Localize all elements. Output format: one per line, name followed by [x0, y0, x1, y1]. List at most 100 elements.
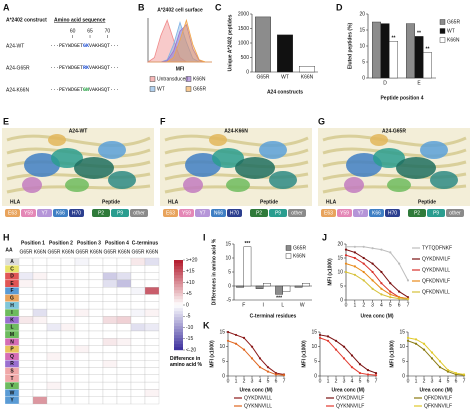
heat-cell [116, 352, 132, 361]
heat-cell [74, 396, 90, 405]
residue-chip [369, 209, 384, 217]
heat-cell [144, 374, 160, 383]
residue-label: H70 [388, 210, 397, 216]
heat-cell [88, 257, 104, 266]
heat-cell [46, 272, 62, 281]
bar [302, 283, 310, 287]
heat-cell [18, 279, 34, 288]
heat-cell [88, 265, 104, 273]
residue-chip [92, 209, 110, 217]
colorbar-segment [174, 317, 183, 321]
point [362, 270, 365, 274]
point [326, 339, 330, 342]
y-tick-label: 10 [337, 269, 343, 275]
heat-cell [102, 396, 118, 405]
point [374, 371, 378, 375]
point [389, 251, 392, 254]
y-tick-label: 5 [228, 269, 231, 275]
colorbar-segment [174, 332, 183, 336]
heat-cell [60, 338, 76, 346]
x-tick-label: D [383, 80, 387, 86]
heat-cell [32, 301, 48, 310]
heat-cell [46, 265, 62, 273]
row-label: N [10, 339, 14, 345]
legend-swatch [439, 19, 446, 25]
heat-cell [144, 345, 160, 354]
column-label: G65R [103, 249, 116, 255]
residue-label: Y7 [199, 210, 205, 216]
row-label: Y [10, 398, 14, 404]
peptide-cluster [22, 177, 42, 193]
heat-cell [130, 345, 146, 354]
heat-cell [32, 352, 48, 361]
peptide-label: Peptide [102, 199, 120, 205]
point [334, 348, 338, 351]
point [350, 366, 354, 369]
y-tick-label: 10 [399, 344, 405, 350]
line [319, 337, 377, 376]
heat-cell [144, 330, 160, 339]
legend-label: G65R [293, 245, 306, 251]
peptide-label: Peptide [418, 199, 436, 205]
heat-cell [144, 294, 160, 302]
bar [255, 16, 271, 73]
panel-label: C [215, 2, 222, 12]
point [242, 336, 246, 339]
peptide-cluster [269, 171, 297, 189]
residue-label: K66 [56, 210, 65, 216]
residue-label: H70 [72, 210, 81, 216]
row-label: G [10, 295, 14, 301]
heat-cell [130, 257, 146, 266]
column-label: K66N [146, 249, 159, 255]
residue-chip [385, 209, 400, 217]
colorbar-segment [174, 260, 183, 264]
significance: ** [426, 47, 430, 53]
colorbar-tick-label: +15 [186, 269, 195, 275]
construct-name: A24-K66N [6, 87, 29, 93]
residue-chip [21, 209, 36, 217]
column-label: K66N [62, 249, 75, 255]
heat-cell [46, 381, 62, 390]
heat-cell [102, 374, 118, 383]
heat-cell [102, 381, 118, 390]
heat-cell [88, 287, 104, 295]
heat-cell [32, 308, 48, 317]
x-tick-label: 6 [455, 378, 458, 384]
x-axis-label: Urea conc (M) [360, 313, 393, 319]
heat-cell [88, 374, 104, 383]
heat-cell [130, 272, 146, 281]
heat-cell [102, 330, 118, 339]
heat-cell [74, 381, 90, 390]
heat-cell [102, 323, 118, 332]
heat-cell [144, 308, 160, 317]
position-number: 65 [87, 28, 93, 34]
point [406, 298, 410, 301]
point [438, 366, 442, 369]
axis [227, 332, 284, 377]
heat-cell [116, 265, 132, 273]
heat-cell [88, 381, 104, 390]
point [226, 339, 230, 342]
y-axis-label: Differences in amino acid % [211, 238, 217, 305]
point [250, 345, 254, 348]
panel-label: A [3, 2, 10, 12]
peptide-cluster [373, 148, 405, 168]
heat-cell [46, 279, 62, 288]
bar [243, 246, 252, 287]
heat-cell [74, 257, 90, 266]
heat-cell [144, 265, 160, 273]
heat-cell [102, 279, 118, 288]
heat-cell [88, 367, 104, 375]
x-axis-label: Peptide position 4 [380, 95, 423, 101]
heat-cell [102, 308, 118, 317]
heat-cell [60, 389, 76, 397]
colorbar-tick-label: -5 [186, 314, 191, 320]
heat-cell [46, 316, 62, 324]
structure-title: A24-G65R [382, 128, 406, 134]
point [258, 366, 262, 369]
heat-cell [18, 294, 34, 302]
heat-cell [74, 374, 90, 383]
x-tick-label: 4 [259, 378, 262, 384]
colorbar-tick-label: -15 [186, 336, 193, 342]
